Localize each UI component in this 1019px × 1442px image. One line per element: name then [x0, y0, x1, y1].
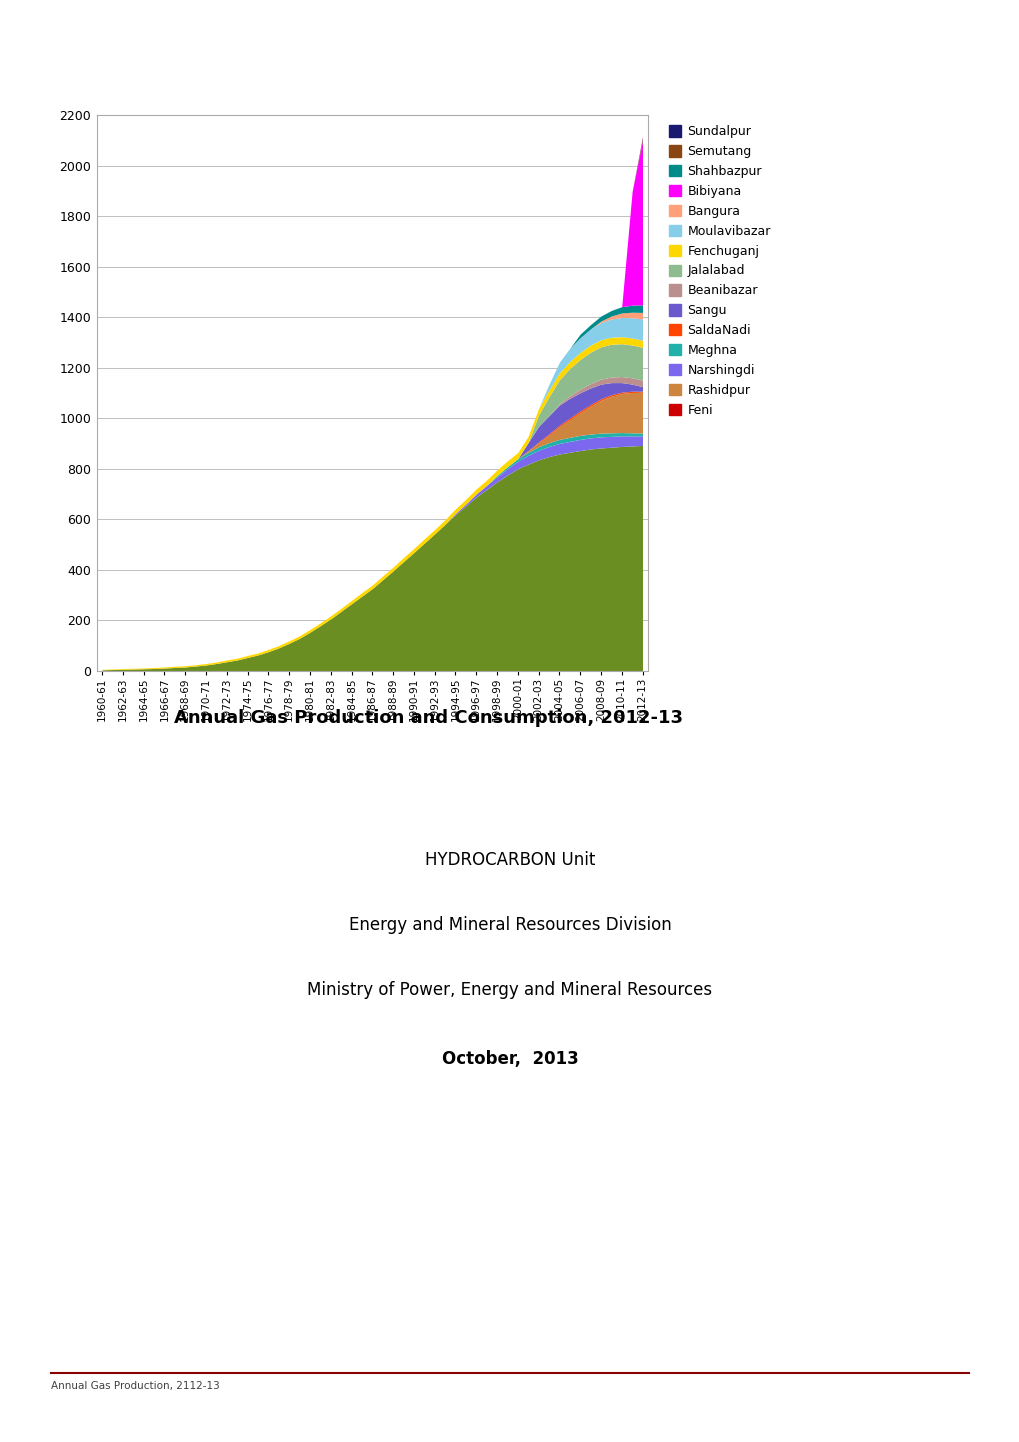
Text: HYDROCARBON Unit: HYDROCARBON Unit [424, 851, 595, 868]
Text: Annual Gas Production and Consumption, 2012-13: Annual Gas Production and Consumption, 2… [173, 709, 683, 727]
Legend: Sundalpur, Semutang, Shahbazpur, Bibiyana, Bangura, Moulavibazar, Fenchuganj, Ja: Sundalpur, Semutang, Shahbazpur, Bibiyan… [664, 121, 773, 421]
Text: Annual Gas Production, 2112-13: Annual Gas Production, 2112-13 [51, 1381, 219, 1392]
Text: Ministry of Power, Energy and Mineral Resources: Ministry of Power, Energy and Mineral Re… [307, 981, 712, 998]
Text: Energy and Mineral Resources Division: Energy and Mineral Resources Division [348, 916, 671, 933]
Text: October,  2013: October, 2013 [441, 1050, 578, 1067]
